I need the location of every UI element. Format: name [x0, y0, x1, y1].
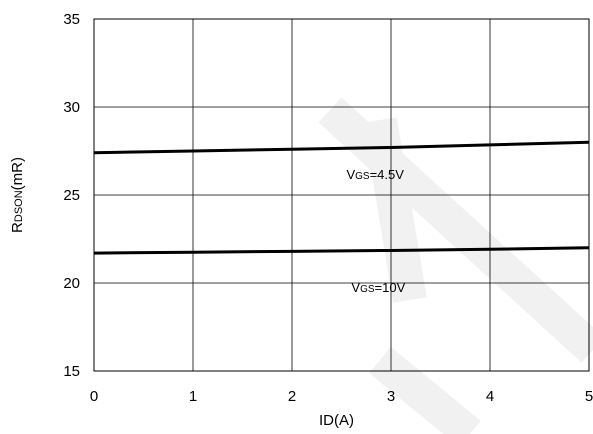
series-line	[93, 140, 590, 155]
y-axis-label-sub: DSON	[13, 190, 25, 222]
y-tick-label: 35	[63, 11, 80, 28]
x-tick-label: 4	[486, 388, 494, 405]
series-line	[93, 246, 590, 255]
series-annotation: VGS=4.5V	[346, 167, 404, 182]
series-annotation: VGS=10V	[351, 280, 405, 295]
x-tick-label: 3	[387, 388, 395, 405]
x-tick-labels: 0 1 2 3 4 5	[90, 388, 593, 405]
y-axis-label-main: R	[9, 222, 26, 233]
annotations: VGS=4.5V VGS=10V	[346, 167, 405, 295]
y-tick-label: 30	[63, 99, 80, 116]
x-tick-label: 2	[288, 388, 296, 405]
plot-frame	[93, 18, 590, 372]
grid	[93, 18, 590, 372]
series-lines	[93, 140, 590, 255]
y-tick-label: 20	[63, 275, 80, 292]
watermark	[318, 97, 593, 434]
watermark-stroke	[363, 117, 427, 303]
y-axis-label: RDSON(mR)	[9, 157, 26, 233]
y-tick-label: 15	[63, 363, 80, 380]
x-tick-label: 0	[90, 388, 98, 405]
y-axis-label-rest: (mR)	[9, 157, 26, 190]
watermark-stroke	[369, 346, 481, 434]
y-tick-labels: 15 20 25 30 35	[63, 11, 80, 380]
x-axis-label: ID(A)	[319, 412, 354, 429]
y-tick-label: 25	[63, 187, 80, 204]
x-tick-label: 1	[189, 388, 197, 405]
x-tick-label: 5	[585, 388, 593, 405]
